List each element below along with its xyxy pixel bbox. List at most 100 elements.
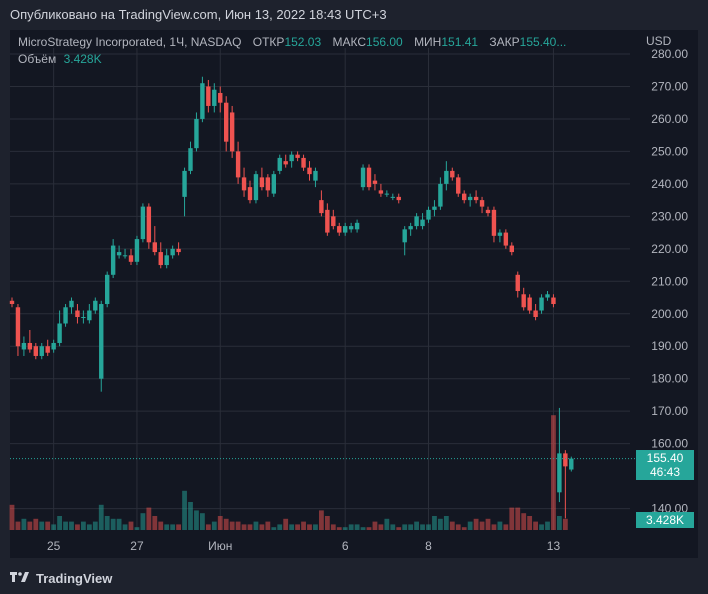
time-tick-label: 8 <box>425 539 432 553</box>
candle-body <box>9 300 15 305</box>
tradingview-footer[interactable]: TradingView <box>10 568 112 588</box>
candle-body <box>21 342 27 350</box>
candle-body <box>414 216 419 227</box>
candle <box>110 239 116 279</box>
volume-bar <box>313 524 318 530</box>
candle-body <box>247 187 253 201</box>
volume-bar <box>205 524 211 530</box>
volume-bar <box>479 521 485 530</box>
candle <box>479 196 485 214</box>
volume-bar <box>533 521 538 530</box>
candle <box>229 105 235 158</box>
candle <box>33 342 38 360</box>
volume-bar <box>241 524 247 530</box>
candle-body <box>432 206 437 210</box>
volume-bar <box>539 524 544 530</box>
volume-bar <box>27 521 33 530</box>
volume-bar <box>235 521 241 530</box>
candle <box>259 167 265 191</box>
volume-bar <box>301 521 306 530</box>
candle-body <box>396 196 401 201</box>
time-tick-label: 27 <box>130 539 144 553</box>
candle-body <box>378 190 384 194</box>
tradingview-logo-icon <box>10 572 29 582</box>
candle-body <box>235 151 241 178</box>
volume-bar <box>229 521 235 530</box>
volume-bar <box>289 524 295 530</box>
candle <box>527 294 532 314</box>
candle <box>128 248 134 266</box>
volume-bar <box>164 524 170 530</box>
candle <box>390 193 395 201</box>
candle <box>503 229 509 249</box>
close-label: ЗАКР <box>489 35 520 49</box>
candle <box>99 300 104 392</box>
volume-bar <box>408 524 414 530</box>
candle <box>224 96 229 152</box>
candle-body <box>420 219 425 227</box>
candle <box>438 177 443 210</box>
volume-bar <box>551 415 556 530</box>
candle-body <box>563 453 568 467</box>
candle-body <box>27 342 33 350</box>
candle-body <box>283 161 288 165</box>
volume-bar <box>211 521 217 530</box>
candle-body <box>307 167 312 175</box>
candle <box>563 450 568 519</box>
volume-bar <box>247 524 253 530</box>
candle <box>27 329 33 353</box>
candle <box>75 304 80 324</box>
volume-bar <box>9 504 15 530</box>
published-caption: Опубликовано на TradingView.com, Июн 13,… <box>10 7 387 22</box>
candle <box>93 297 98 314</box>
candle-body <box>271 174 276 194</box>
candle <box>313 167 318 188</box>
candle <box>456 174 461 197</box>
volume-bar <box>372 521 378 530</box>
volume-bar <box>122 524 128 530</box>
candle <box>265 174 271 197</box>
volume-bar <box>491 524 497 530</box>
candle <box>467 193 473 207</box>
candle <box>194 112 199 152</box>
candle-body <box>116 252 122 256</box>
candle <box>247 180 253 204</box>
price-tick-label: 270.00 <box>651 79 688 93</box>
volume-label: Объём <box>18 52 57 66</box>
price-tick-label: 170.00 <box>651 404 688 418</box>
candle-body <box>438 183 443 207</box>
candle <box>295 151 300 162</box>
candles <box>9 76 574 519</box>
candle <box>462 190 467 204</box>
candle-body <box>87 310 92 321</box>
candle-body <box>366 167 372 188</box>
candle-body <box>551 297 556 305</box>
price-tick-label: 190.00 <box>651 339 688 353</box>
volume-bar <box>21 518 27 530</box>
volume-bar <box>39 521 45 530</box>
currency-label[interactable]: USD <box>646 34 672 48</box>
candle <box>569 456 574 472</box>
volume-bar <box>116 518 122 530</box>
time-tick-label: Июн <box>208 539 232 553</box>
price-tick-label: 240.00 <box>651 177 688 191</box>
price-tick-label: 260.00 <box>651 112 688 126</box>
chart-frame[interactable] <box>10 30 698 558</box>
candle-body <box>200 83 205 119</box>
volume-bar <box>557 516 562 530</box>
volume-bar <box>390 524 396 530</box>
price-tick-label: 250.00 <box>651 144 688 158</box>
candle-body <box>479 200 485 207</box>
candle <box>545 291 550 301</box>
candle <box>348 222 354 233</box>
candle <box>45 339 50 356</box>
volume-bar <box>354 524 360 530</box>
candle-body <box>63 307 68 324</box>
candle-body <box>503 232 509 246</box>
volume-bar <box>176 524 181 530</box>
candle-body <box>218 92 223 103</box>
candle <box>9 297 15 308</box>
candle-body <box>33 346 38 356</box>
price-tick-label: 210.00 <box>651 274 688 288</box>
